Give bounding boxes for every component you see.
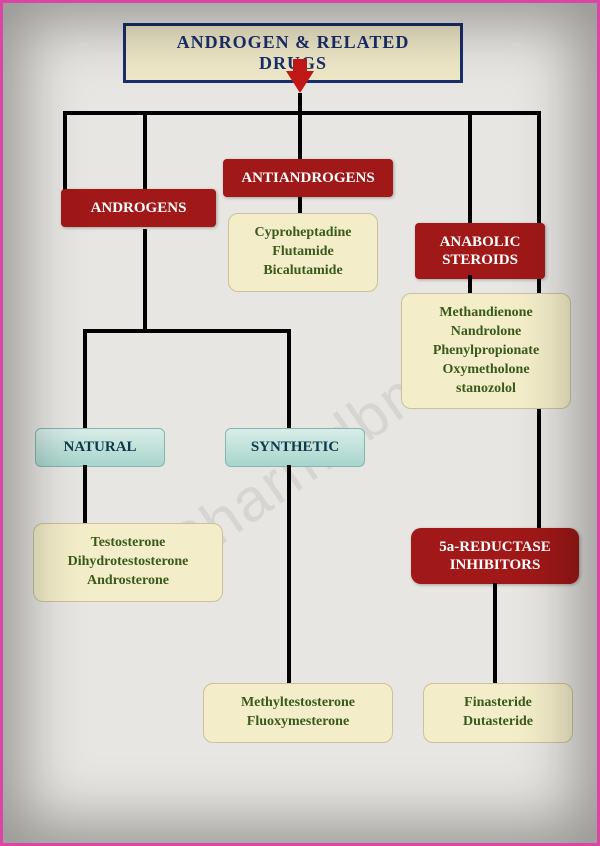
connector <box>468 275 472 295</box>
category-androgens: ANDROGENS <box>61 189 216 227</box>
subcategory-natural: NATURAL <box>35 428 165 467</box>
connector <box>298 111 302 161</box>
drugs-reductase: Finasteride Dutasteride <box>423 683 573 743</box>
connector <box>287 465 291 685</box>
connector <box>493 583 497 683</box>
drugs-anabolic: Methandienone Nandrolone Phenylpropionat… <box>401 293 571 409</box>
subcategory-synthetic: SYNTHETIC <box>225 428 365 467</box>
connector <box>143 229 147 329</box>
category-anabolic: ANABOLIC STEROIDS <box>415 223 545 279</box>
arrow-down-icon <box>286 71 314 93</box>
connector <box>83 465 87 525</box>
connector <box>143 111 147 189</box>
connector <box>468 111 472 226</box>
connector <box>63 111 67 199</box>
connector <box>287 329 291 429</box>
category-antiandrogens: ANTIANDROGENS <box>223 159 393 197</box>
diagram-canvas: Pharmdbm ANDROGEN & RELATED DRUGS ANDROG… <box>3 3 597 843</box>
drugs-antiandrogens: Cyproheptadine Flutamide Bicalutamide <box>228 213 378 292</box>
connector <box>83 329 87 429</box>
connector <box>83 329 291 333</box>
drugs-natural: Testosterone Dihydrotestosterone Androst… <box>33 523 223 602</box>
category-reductase: 5a-REDUCTASE INHIBITORS <box>411 528 579 584</box>
drugs-synthetic: Methyltestosterone Fluoxymesterone <box>203 683 393 743</box>
